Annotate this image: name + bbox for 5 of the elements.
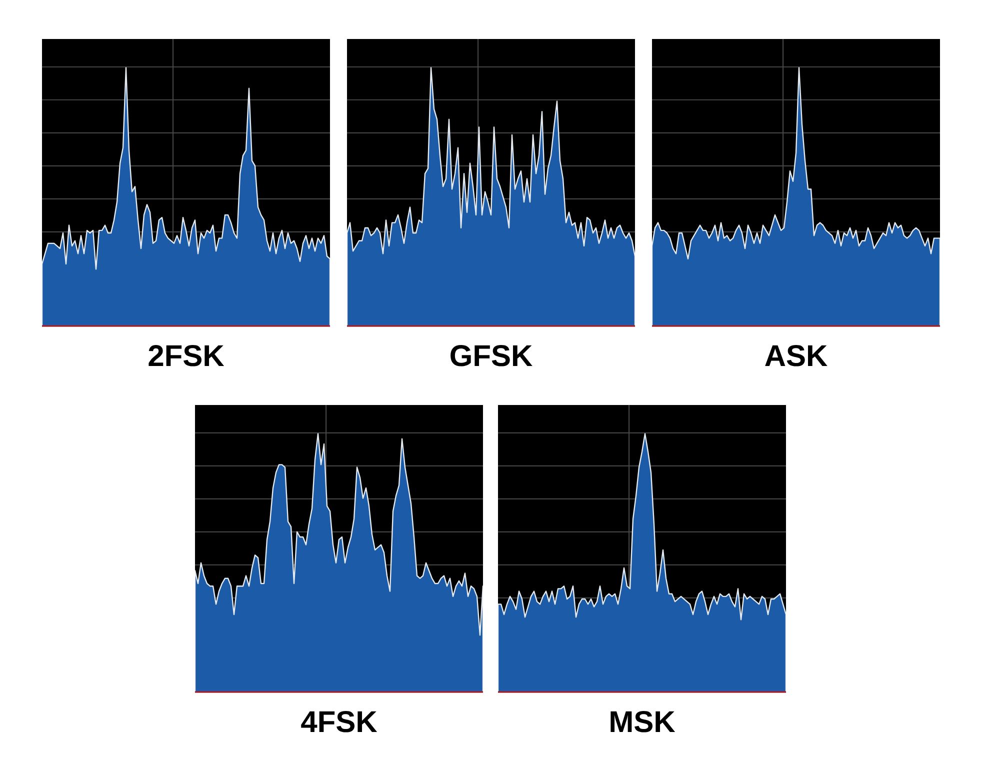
text: 2FSK: [148, 345, 224, 366]
text: ASK: [765, 345, 828, 366]
text: GFSK: [450, 345, 532, 366]
text: MSK: [610, 711, 676, 732]
text: 4FSK: [301, 711, 378, 732]
